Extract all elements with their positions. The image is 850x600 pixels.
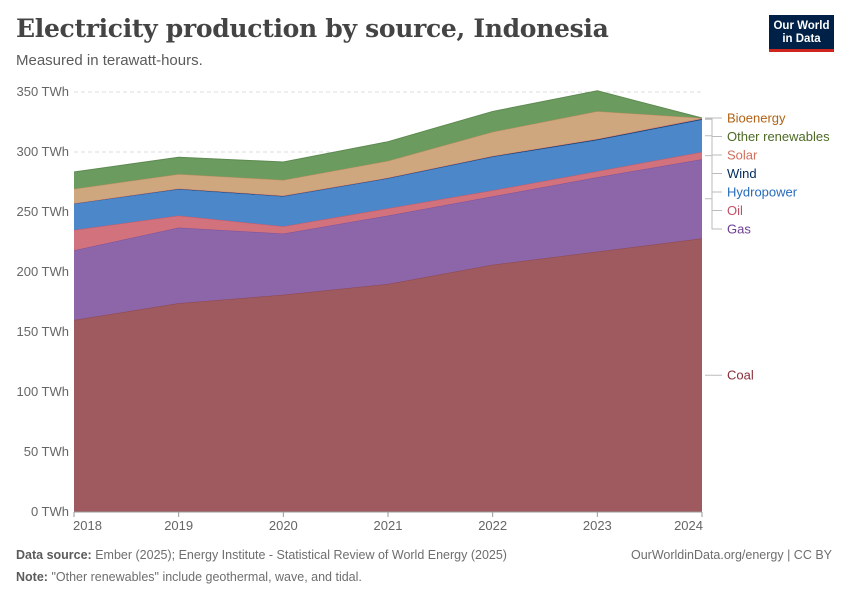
y-tick-label-150: 150 TWh: [16, 324, 69, 339]
note-text: "Other renewables" include geothermal, w…: [51, 570, 362, 584]
source-label: Data source:: [16, 548, 92, 562]
area-coal: [74, 238, 702, 512]
logo-line-1: Our World: [773, 20, 830, 32]
legend: Coal Gas Oil Hydropower Wind Solar Bioenergy Ot…: [705, 111, 830, 383]
x-tick-label-2018: 2018: [73, 518, 102, 533]
legend-label-oil: Oil: [727, 203, 743, 218]
stacked-area-chart: 0 TWh 50 TWh 100 TWh 150 TWh 200 TWh 250 TWh 3…: [16, 84, 830, 533]
area-other-renewables: [74, 90, 702, 189]
x-tick-label-2021: 2021: [374, 518, 403, 533]
credit-link[interactable]: OurWorldinData.org/energy | CC BY: [630, 548, 832, 562]
logo-line-2: in Data: [782, 33, 821, 45]
axes: 0 TWh 50 TWh 100 TWh 150 TWh 200 TWh 250 TWh 3…: [16, 84, 703, 533]
x-tick-label-2022: 2022: [478, 518, 507, 533]
note-line: Note: "Other renewables" include geother…: [16, 570, 362, 584]
legend-connector-gas: [705, 198, 722, 230]
x-tick-label-2019: 2019: [164, 518, 193, 533]
y-tick-label-0: 0 TWh: [31, 504, 69, 519]
x-tick-label-2024: 2024: [674, 518, 703, 533]
y-tick-label-250: 250 TWh: [16, 204, 69, 219]
x-tick-label-2023: 2023: [583, 518, 612, 533]
owid-logo[interactable]: Our World in Data: [769, 15, 834, 52]
source-text: Ember (2025); Energy Institute - Statist…: [95, 548, 507, 562]
legend-connector-oil: [705, 155, 722, 211]
source-line: Data source: Ember (2025); Energy Instit…: [16, 548, 507, 562]
legend-label-solar: Solar: [727, 148, 758, 163]
area-series: [73, 90, 703, 512]
legend-connector-other-renewables: [705, 117, 722, 137]
legend-label-wind: Wind: [727, 166, 757, 181]
legend-label-hydropower: Hydropower: [727, 185, 798, 200]
legend-label-bioenergy: Bioenergy: [727, 111, 786, 126]
chart-title: Electricity production by source, Indone…: [16, 14, 609, 43]
y-tick-label-300: 300 TWh: [16, 144, 69, 159]
y-tick-label-50: 50 TWh: [24, 444, 69, 459]
x-tick-label-2020: 2020: [269, 518, 298, 533]
legend-label-coal: Coal: [727, 368, 754, 383]
chart-subtitle: Measured in terawatt-hours.: [16, 52, 203, 69]
legend-label-other-renewables: Other renewables: [727, 129, 830, 144]
y-tick-label-350: 350 TWh: [16, 84, 69, 99]
y-tick-label-100: 100 TWh: [16, 384, 69, 399]
area-hydropower: [74, 119, 702, 230]
legend-connector-wind: [705, 118, 722, 174]
legend-label-gas: Gas: [727, 222, 751, 237]
area-oil: [74, 152, 702, 251]
y-tick-label-200: 200 TWh: [16, 264, 69, 279]
area-edge-other-renewables: [73, 90, 703, 173]
note-label: Note:: [16, 570, 48, 584]
legend-connector-hydropower: [705, 135, 722, 193]
area-gas: [74, 159, 702, 320]
area-bioenergy: [74, 111, 702, 204]
